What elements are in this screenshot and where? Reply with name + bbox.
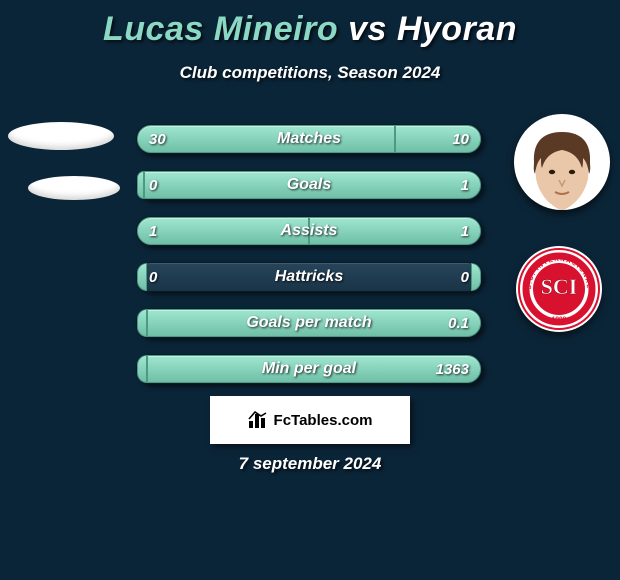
svg-text:SCI: SCI — [541, 274, 578, 299]
stat-label: Hattricks — [137, 263, 481, 291]
title-player2: Hyoran — [397, 10, 517, 48]
page-title: Lucas Mineiro vs Hyoran — [0, 0, 620, 49]
stat-row-goals: 01Goals — [136, 170, 482, 200]
source-badge: FcTables.com — [210, 396, 410, 444]
player-face-icon — [527, 132, 597, 210]
stat-bars: 3010Matches 01Goals 11Assists 00Hattricks 0.… — [136, 124, 482, 400]
player1-avatar-area — [8, 122, 118, 212]
player2-avatar — [514, 114, 610, 210]
stat-row-goals-per-match: 0.1Goals per match — [136, 308, 482, 338]
placeholder-ellipse-icon — [8, 122, 114, 150]
club-crest-icon: SCI S.C. INTERNACIONAL 1909 — [518, 248, 600, 330]
chart-bars-icon — [248, 411, 268, 429]
stat-label: Matches — [137, 125, 481, 153]
stat-row-min-per-goal: 1363Min per goal — [136, 354, 482, 384]
footer-date: 7 september 2024 — [0, 454, 620, 474]
stat-label: Goals — [137, 171, 481, 199]
player2-club-badge: SCI S.C. INTERNACIONAL 1909 — [516, 246, 602, 332]
svg-text:1909: 1909 — [552, 316, 567, 323]
stat-label: Assists — [137, 217, 481, 245]
stat-row-matches: 3010Matches — [136, 124, 482, 154]
source-label: FcTables.com — [274, 412, 373, 429]
title-vs: vs — [348, 10, 387, 48]
stat-row-hattricks: 00Hattricks — [136, 262, 482, 292]
stat-label: Goals per match — [137, 309, 481, 337]
stat-row-assists: 11Assists — [136, 216, 482, 246]
title-player1: Lucas Mineiro — [103, 10, 338, 48]
placeholder-ellipse-icon — [28, 176, 120, 200]
stat-label: Min per goal — [137, 355, 481, 383]
subtitle: Club competitions, Season 2024 — [0, 63, 620, 83]
